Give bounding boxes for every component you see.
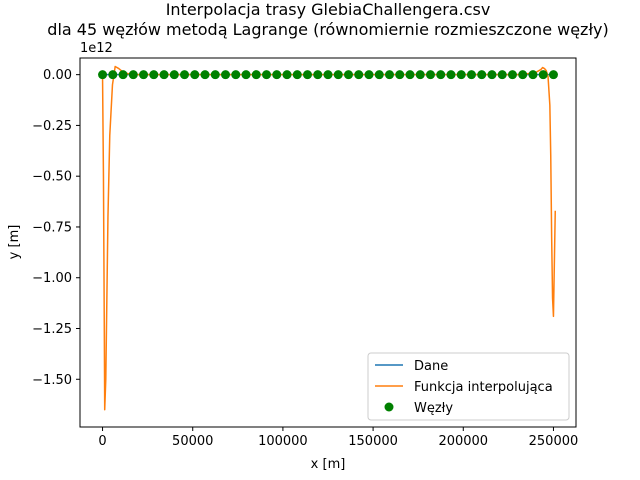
node-point: [487, 70, 497, 80]
legend-label-interp: Funkcja interpolująca: [414, 380, 553, 395]
node-point: [169, 70, 179, 80]
y-tick-label: −1.25: [32, 322, 72, 337]
node-point: [528, 70, 538, 80]
y-offset-text: 1e12: [80, 41, 113, 56]
y-tick-label: 0.00: [43, 68, 72, 83]
chart-title-line1: Interpolacja trasy GlebiaChallengera.csv: [166, 0, 491, 19]
node-point: [251, 70, 261, 80]
node-point: [180, 70, 190, 80]
node-point: [364, 70, 374, 80]
y-tick-label: −1.00: [32, 271, 72, 286]
series-layer: [98, 65, 558, 411]
node-point: [262, 70, 272, 80]
node-point: [456, 70, 466, 80]
node-point: [354, 70, 364, 80]
x-axis: 0 50000 100000 150000 200000 250000: [98, 427, 578, 449]
node-point: [405, 70, 415, 80]
node-point: [200, 70, 210, 80]
node-point: [518, 70, 528, 80]
node-point: [548, 70, 558, 80]
node-point: [210, 70, 220, 80]
node-point: [282, 70, 292, 80]
node-point: [446, 70, 456, 80]
node-point: [466, 70, 476, 80]
node-point: [118, 70, 128, 80]
plot-area: [98, 65, 558, 411]
node-point: [139, 70, 149, 80]
legend-label-nodes: Węzły: [414, 401, 453, 416]
node-point: [159, 70, 169, 80]
node-point: [374, 70, 384, 80]
node-point: [415, 70, 425, 80]
y-tick-label: −0.75: [32, 220, 72, 235]
node-point: [231, 70, 241, 80]
node-point: [425, 70, 435, 80]
x-tick-label: 100000: [258, 434, 308, 449]
y-axis: 0.00 −0.25 −0.50 −0.75 −1.00 −1.25 −1.50: [32, 68, 80, 388]
node-point: [190, 70, 200, 80]
legend: Dane Funkcja interpolująca Węzły: [367, 352, 570, 421]
node-point: [303, 70, 313, 80]
x-tick-label: 0: [98, 434, 106, 449]
legend-swatch-nodes: [384, 402, 394, 412]
axes-spines: [79, 57, 577, 428]
plot-frame: [79, 57, 577, 428]
node-point: [343, 70, 353, 80]
x-tick-label: 250000: [529, 434, 579, 449]
node-point: [241, 70, 251, 80]
y-tick-label: −1.50: [32, 373, 72, 388]
y-tick-label: −0.25: [32, 119, 72, 134]
chart-title-line2: dla 45 węzłów metodą Lagrange (równomier…: [47, 20, 608, 39]
node-point: [507, 70, 517, 80]
node-point: [333, 70, 343, 80]
node-point: [221, 70, 231, 80]
node-point: [436, 70, 446, 80]
node-point: [98, 70, 108, 80]
node-point: [272, 70, 282, 80]
node-point: [395, 70, 405, 80]
node-point: [384, 70, 394, 80]
x-tick-label: 150000: [348, 434, 398, 449]
node-point: [292, 70, 302, 80]
node-point: [538, 70, 548, 80]
y-tick-label: −0.50: [32, 170, 72, 185]
node-point: [497, 70, 507, 80]
y-axis-label: y [m]: [7, 225, 22, 260]
legend-box: [367, 352, 570, 421]
node-point: [108, 70, 118, 80]
node-point: [149, 70, 159, 80]
x-axis-label: x [m]: [311, 457, 346, 472]
legend-label-dane: Dane: [414, 359, 448, 374]
node-point: [128, 70, 138, 80]
x-tick-label: 50000: [172, 434, 213, 449]
node-point: [323, 70, 333, 80]
node-point: [477, 70, 487, 80]
node-point: [313, 70, 323, 80]
x-tick-label: 200000: [438, 434, 488, 449]
